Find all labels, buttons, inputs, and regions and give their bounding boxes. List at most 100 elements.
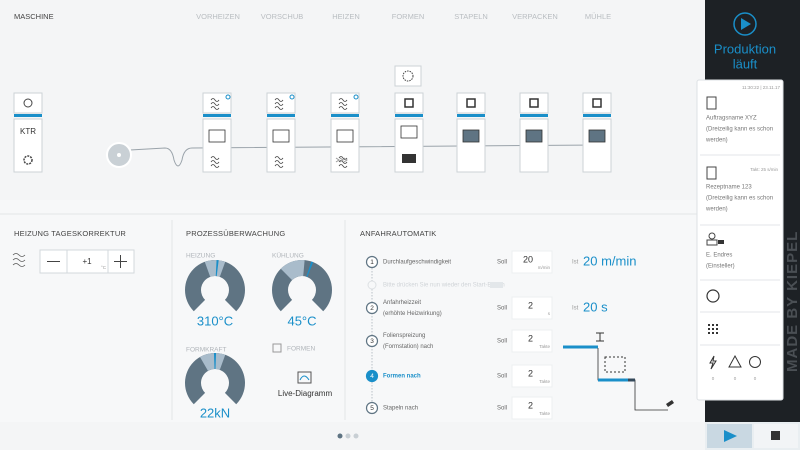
live-link[interactable]: Live-Diagramm bbox=[278, 389, 333, 398]
gauge-value: 45°C bbox=[287, 313, 316, 328]
order-icon bbox=[706, 96, 717, 110]
power-icon bbox=[225, 94, 231, 100]
target-input[interactable] bbox=[511, 296, 553, 320]
gauge-range bbox=[280, 260, 305, 281]
power-icon bbox=[23, 98, 33, 108]
module-body[interactable] bbox=[456, 118, 486, 173]
target-label: Soll bbox=[497, 406, 507, 412]
module-body[interactable] bbox=[266, 118, 296, 173]
recipe: Rezeptname 123 bbox=[706, 185, 752, 191]
module-body[interactable] bbox=[202, 118, 232, 173]
order: (Dreizeilig kann es schon bbox=[706, 127, 773, 133]
target-unit: m/min bbox=[538, 265, 551, 270]
nav-item[interactable]: VORSCHUB bbox=[261, 12, 304, 21]
nav-item[interactable]: MÜHLE bbox=[585, 12, 611, 21]
help-button[interactable] bbox=[706, 289, 720, 303]
nav-item[interactable]: VORHEIZEN bbox=[196, 12, 240, 21]
steps: 1 Durchlaufgeschwindigkeit Soll 20 m/min Ist 2… bbox=[365, 250, 636, 420]
nav-item[interactable]: VERPACKEN bbox=[512, 12, 558, 21]
module-bar bbox=[583, 114, 611, 117]
operator: (Einsteller) bbox=[706, 264, 735, 270]
info-card bbox=[696, 79, 784, 401]
film-path bbox=[129, 144, 601, 167]
heater-icon bbox=[210, 156, 220, 168]
gauge-range bbox=[200, 353, 226, 371]
station-icon bbox=[462, 129, 480, 143]
gauge-label: FORMKRAFT bbox=[186, 347, 226, 354]
page-dot[interactable] bbox=[337, 433, 343, 439]
module-top[interactable] bbox=[330, 92, 360, 114]
timeline-icon bbox=[666, 400, 674, 407]
module-extra[interactable] bbox=[394, 65, 422, 87]
module-body[interactable] bbox=[519, 118, 549, 173]
target-input[interactable] bbox=[511, 329, 553, 353]
forming-link[interactable]: FORMEN bbox=[287, 346, 315, 353]
gauge-label: KÜHLUNG bbox=[272, 252, 304, 260]
hint: Bitte drücken Sie nun wieder den Start-B… bbox=[383, 283, 505, 289]
module-top[interactable] bbox=[456, 92, 486, 114]
page-dot[interactable] bbox=[353, 433, 359, 439]
energy-icon[interactable] bbox=[709, 355, 717, 370]
target-value: 20 bbox=[523, 254, 533, 264]
target-input[interactable] bbox=[511, 250, 553, 274]
plus-button[interactable] bbox=[114, 255, 127, 268]
actual-value: 20 s bbox=[583, 299, 608, 314]
warning-icon[interactable] bbox=[728, 354, 742, 368]
link-icon[interactable] bbox=[272, 343, 282, 353]
timestamp: 11:30:22 | 23.11.17 bbox=[742, 85, 781, 90]
module-top[interactable] bbox=[519, 92, 549, 114]
stop-icon[interactable] bbox=[592, 98, 602, 108]
stop-icon[interactable] bbox=[529, 98, 539, 108]
module-bar bbox=[520, 114, 548, 117]
status-icon-play bbox=[741, 18, 751, 30]
target-value: 2 bbox=[528, 300, 533, 310]
target-value: 2 bbox=[528, 368, 533, 378]
operator-card bbox=[718, 240, 724, 244]
module-bar bbox=[14, 114, 42, 117]
step-label: (Formstation) nach bbox=[383, 344, 433, 350]
module-bar bbox=[331, 114, 359, 117]
gauge-track bbox=[185, 260, 245, 312]
module-top[interactable] bbox=[266, 92, 296, 114]
step-dot bbox=[365, 334, 379, 348]
nav-item[interactable]: STAPELN bbox=[454, 12, 488, 21]
target-label: Soll bbox=[497, 374, 507, 380]
module-body[interactable] bbox=[330, 118, 360, 173]
gauge-pointer bbox=[215, 260, 219, 277]
stop-icon[interactable] bbox=[404, 98, 414, 108]
module-top[interactable] bbox=[582, 92, 612, 114]
step-dot bbox=[365, 401, 379, 415]
gauges bbox=[185, 260, 333, 405]
settings-icon[interactable] bbox=[23, 155, 33, 165]
order: werden) bbox=[705, 138, 728, 144]
page-dot[interactable] bbox=[345, 433, 351, 439]
module-bar bbox=[203, 114, 231, 117]
menu-button[interactable] bbox=[708, 324, 718, 334]
gauge-pointer bbox=[213, 353, 217, 370]
target-input[interactable] bbox=[511, 396, 553, 420]
hint-dot bbox=[367, 280, 377, 290]
step-dot bbox=[365, 255, 379, 269]
module-top[interactable] bbox=[202, 92, 232, 114]
nav-item[interactable]: FORMEN bbox=[392, 12, 425, 21]
brand: MADE BY KIEPEL bbox=[784, 231, 800, 372]
target-input[interactable] bbox=[511, 364, 553, 388]
nav-item[interactable]: MASCHINE bbox=[14, 12, 54, 21]
module-body[interactable] bbox=[13, 118, 43, 173]
panel-bg bbox=[0, 200, 705, 422]
gauge-value: 310°C bbox=[197, 313, 233, 328]
module-top[interactable] bbox=[13, 92, 43, 114]
module-bar bbox=[395, 114, 423, 117]
timeline-marker bbox=[596, 332, 604, 342]
nav-item[interactable]: HEIZEN bbox=[332, 12, 360, 21]
module-body[interactable] bbox=[582, 118, 612, 173]
step-label: (erhöhte Heizwirkung) bbox=[383, 311, 442, 317]
module-top[interactable] bbox=[394, 92, 424, 114]
stop-icon[interactable] bbox=[466, 98, 476, 108]
station-icon bbox=[336, 129, 354, 143]
gauge-value: 22kN bbox=[200, 405, 230, 420]
target-value: 2 bbox=[528, 400, 533, 410]
feed-icon bbox=[335, 157, 348, 163]
panel-title: HEIZUNG TAGESKORREKTUR bbox=[14, 229, 126, 238]
info-icon[interactable] bbox=[749, 356, 761, 368]
